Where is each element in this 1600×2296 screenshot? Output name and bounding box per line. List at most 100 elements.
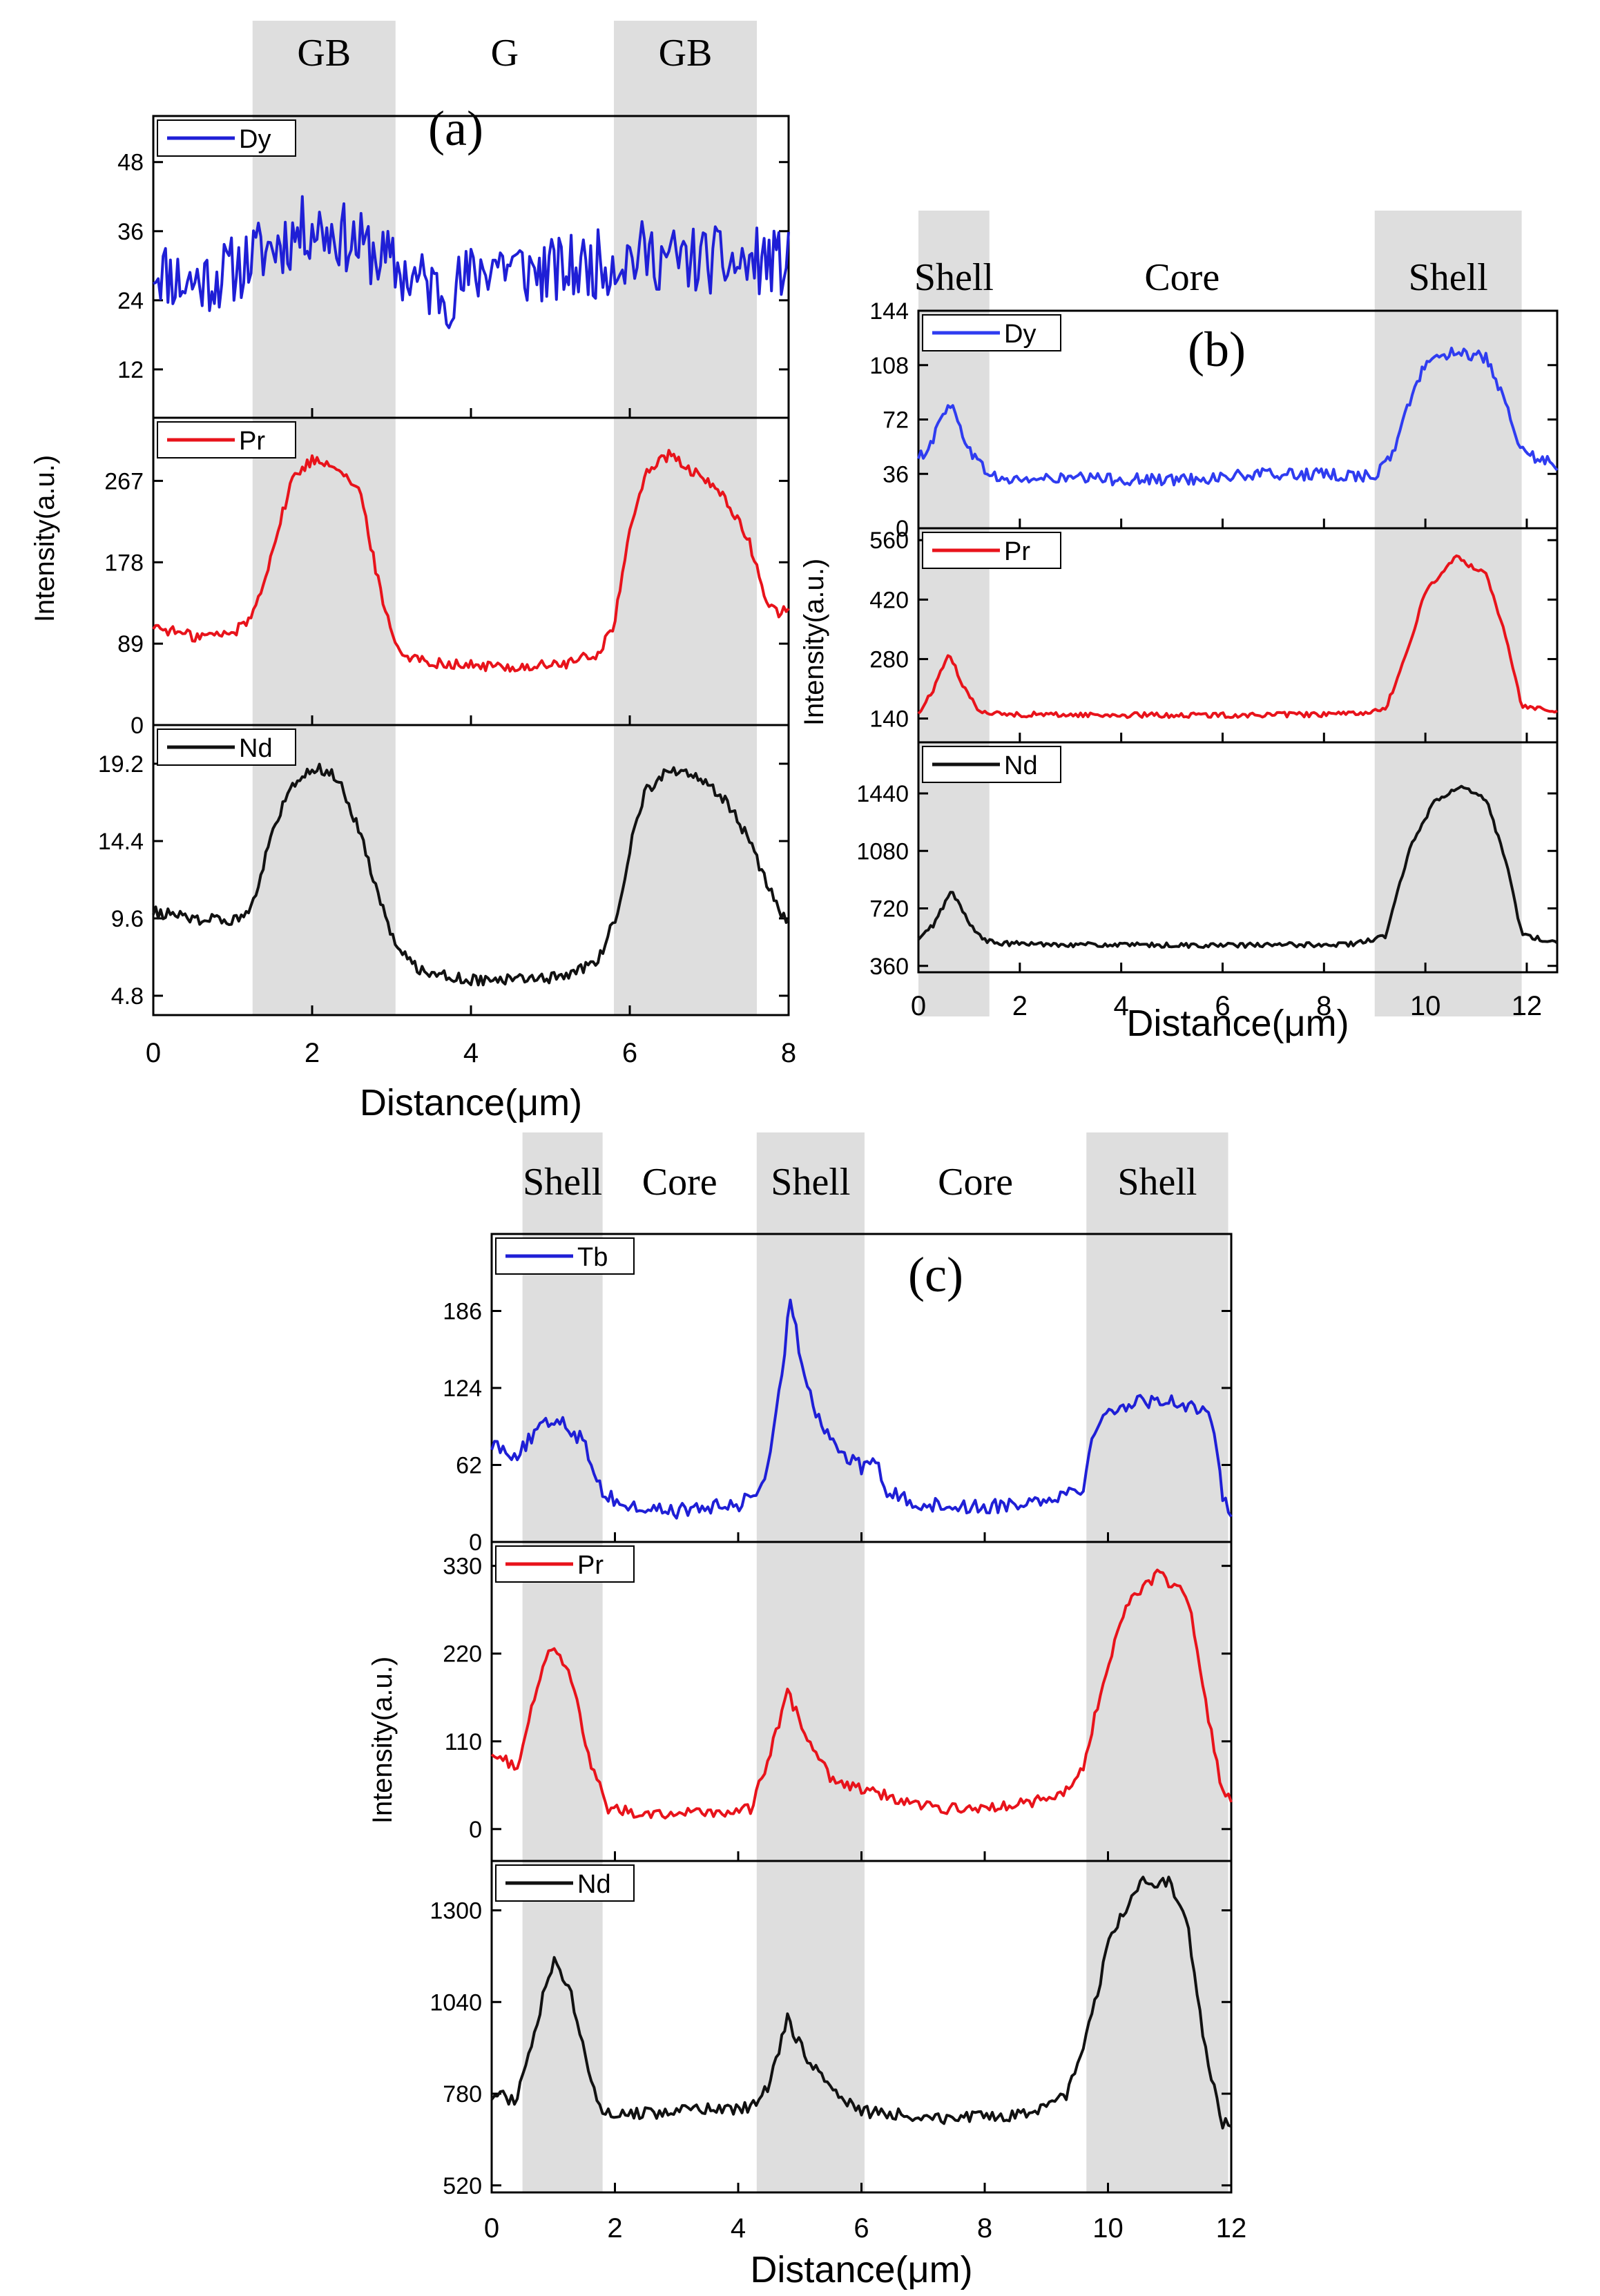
legend-label: Pr (239, 427, 265, 456)
series-line-nd (152, 762, 790, 987)
x-tick-label: 8 (1316, 991, 1331, 1021)
series-line-pr (917, 554, 1558, 720)
y-tick-label: 14.4 (98, 829, 144, 855)
legend-label: Nd (577, 1870, 611, 1899)
region-label: G (491, 32, 519, 75)
region-label: Shell (523, 1161, 602, 1204)
y-tick-label: 0 (896, 516, 909, 542)
y-tick-label: 48 (117, 150, 144, 176)
x-tick-label: 2 (607, 2213, 622, 2244)
x-tick-label: 0 (911, 991, 926, 1021)
series-line-nd (917, 784, 1559, 949)
x-tick-label: 10 (1410, 991, 1441, 1021)
y-tick-label: 360 (869, 954, 909, 980)
y-tick-label: 0 (469, 1530, 482, 1556)
x-tick-label: 4 (731, 2213, 746, 2244)
legend-label: Pr (577, 1551, 604, 1580)
x-tick-label: 10 (1092, 2213, 1124, 2244)
y-tick-label: 124 (443, 1376, 482, 1402)
x-tick-label: 6 (1215, 991, 1230, 1021)
plot-frame (917, 741, 1559, 974)
y-axis-label: Intensity(a.u.) (367, 1657, 398, 1824)
x-tick-label: 12 (1216, 2213, 1247, 2244)
y-tick-label: 186 (443, 1299, 482, 1325)
y-tick-label: 108 (869, 353, 909, 379)
y-tick-label: 24 (117, 288, 144, 314)
chart-panel-a: GB G GB12243648Dy089178267Pr4.89.614.419.2… (30, 21, 796, 1123)
region-label: Core (1144, 256, 1220, 299)
y-tick-label: 19.2 (98, 751, 144, 778)
x-tick-label: 0 (484, 2213, 499, 2244)
y-tick-label: 267 (104, 468, 144, 494)
y-tick-label: 720 (869, 896, 909, 923)
y-tick-label: 520 (443, 2173, 482, 2199)
x-tick-label: 0 (146, 1038, 161, 1068)
series-line-pr (490, 1568, 1233, 1820)
y-tick-label: 0 (469, 1817, 482, 1843)
series-line-nd (490, 1875, 1232, 2130)
subplot-pr: 0 89 178 267 Pr (104, 416, 790, 739)
legend-label: Pr (1004, 537, 1030, 566)
y-tick-label: 220 (443, 1641, 482, 1668)
y-tick-label: 780 (443, 2081, 482, 2107)
x-tick-label: 8 (781, 1038, 796, 1068)
legend-label: Tb (577, 1243, 608, 1272)
x-tick-label: 6 (622, 1038, 637, 1068)
y-tick-label: 4.8 (111, 983, 144, 1010)
panel-label: (c) (908, 1247, 963, 1302)
region-label: Shell (1117, 1161, 1197, 1204)
x-tick-label: 2 (1012, 991, 1028, 1021)
region-label: GB (659, 32, 713, 75)
series-line-pr (152, 449, 790, 673)
y-tick-label: 12 (117, 357, 144, 383)
y-tick-label: 560 (869, 528, 909, 554)
y-axis-label: Intensity(a.u.) (30, 455, 60, 622)
region-label: Shell (914, 256, 994, 299)
series-line-dy (153, 195, 790, 329)
subplot-nd: 360 720 1080 1440 Nd (856, 741, 1559, 980)
y-tick-label: 330 (443, 1554, 482, 1580)
subplot-pr: 140 280 420 560 Pr (869, 527, 1559, 744)
x-axis-label: Distance(μm) (1126, 1003, 1349, 1044)
region-label: GB (297, 32, 351, 75)
x-axis-label: Distance(μm) (750, 2249, 972, 2290)
series-line-tb (490, 1298, 1233, 1520)
region-label: Shell (771, 1161, 850, 1204)
x-tick-label: 4 (1114, 991, 1129, 1021)
panel-label: (b) (1188, 322, 1246, 377)
legend-label: Nd (239, 734, 273, 763)
y-tick-label: 36 (117, 219, 144, 245)
shaded-region (1086, 1132, 1228, 2192)
x-tick-label: 12 (1512, 991, 1543, 1021)
subplot-nd: 520 780 1040 1300 Nd (430, 1860, 1233, 2199)
chart-panel-c: Shell Core Shell Core Shell062124186Tb011022… (367, 1132, 1246, 2290)
y-tick-label: 140 (869, 706, 909, 733)
y-tick-label: 72 (883, 407, 909, 434)
y-tick-label: 144 (869, 298, 909, 325)
x-tick-label: 2 (305, 1038, 320, 1068)
y-tick-label: 89 (117, 631, 144, 657)
y-tick-label: 178 (104, 550, 144, 576)
y-tick-label: 110 (445, 1729, 482, 1755)
y-tick-label: 0 (131, 713, 144, 739)
region-label: Core (938, 1161, 1013, 1204)
subplot-dy: 0 36 72 108 144 Dy (869, 298, 1559, 542)
region-label: Shell (1409, 256, 1488, 299)
x-tick-label: 6 (854, 2213, 869, 2244)
x-tick-label: 4 (463, 1038, 479, 1068)
y-tick-label: 1300 (430, 1898, 482, 1924)
y-tick-label: 420 (869, 587, 909, 613)
y-tick-label: 62 (456, 1453, 482, 1479)
series-line-dy (917, 347, 1559, 487)
subplot-dy: 12 24 36 48 Dy (117, 115, 790, 419)
legend-label: Nd (1004, 751, 1038, 780)
region-label: Core (642, 1161, 717, 1204)
x-axis-label: Distance(μm) (360, 1082, 582, 1123)
y-tick-label: 280 (869, 646, 909, 673)
x-tick-label: 8 (977, 2213, 992, 2244)
legend-label: Dy (1004, 320, 1036, 349)
shaded-region (252, 21, 396, 1015)
y-axis-label: Intensity(a.u.) (799, 559, 829, 726)
